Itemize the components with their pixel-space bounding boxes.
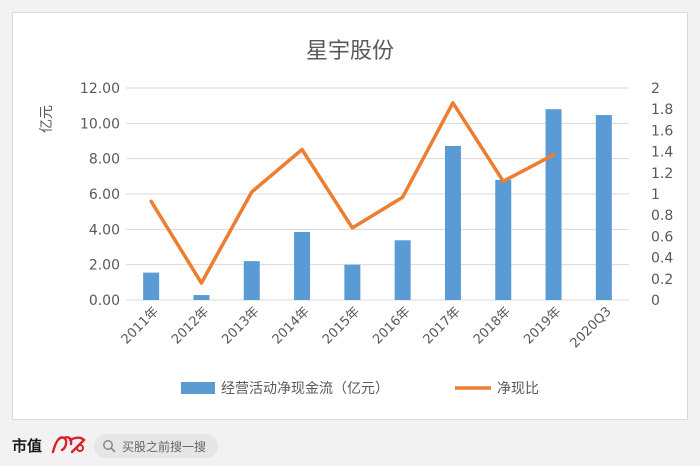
chart: 星宇股份 亿元 0.00 2.00 4.00 6.00 8.00 10.00 12.00 0… (39, 39, 673, 397)
line-point (250, 190, 254, 194)
y-right-tick-label: 1.4 (651, 145, 673, 161)
y-left-tick-label: 12.00 (80, 81, 120, 97)
line-point (451, 101, 455, 105)
chart-frame: 星宇股份 亿元 0.00 2.00 4.00 6.00 8.00 10.00 12.00 0… (12, 12, 688, 420)
y-left-tick-label: 4.00 (89, 222, 120, 238)
y-left-tick-label: 2.00 (89, 258, 120, 274)
legend-swatch-bar (181, 382, 215, 394)
line-point (350, 226, 354, 230)
line-point (149, 199, 153, 203)
series-line (149, 101, 556, 285)
y-right-tick-label: 2 (651, 81, 660, 97)
bar (595, 115, 612, 300)
bar (344, 264, 361, 300)
x-tick-label: 2014年 (270, 304, 313, 347)
legend: 经营活动净现金流（亿元） 净现比 (181, 381, 539, 397)
y-right-tick-label: 0.6 (651, 229, 673, 245)
line-point (401, 195, 405, 199)
bar (394, 240, 411, 300)
x-tick-label: 2012年 (169, 304, 212, 347)
y-left-tick-label: 8.00 (89, 152, 120, 168)
y-right-tick-label: 1.8 (651, 102, 673, 118)
legend-label: 净现比 (497, 381, 539, 397)
y-axis-label-left: 亿元 (39, 105, 55, 133)
y-left-tick-label: 6.00 (89, 187, 120, 203)
line-point (552, 153, 556, 157)
x-tick-label: 2015年 (320, 304, 363, 347)
bar (294, 231, 311, 300)
search-placeholder: 买股之前搜一搜 (122, 439, 207, 454)
line-point (199, 281, 203, 285)
line-series (149, 101, 556, 285)
bar (545, 109, 562, 300)
chart-title: 星宇股份 (306, 39, 394, 64)
y-right-tick-label: 0 (651, 293, 660, 309)
y-axis-left-ticks: 0.00 2.00 4.00 6.00 8.00 10.00 12.00 (80, 81, 120, 309)
search-box[interactable]: 买股之前搜一搜 (94, 434, 219, 458)
brand-name: 市值 (12, 437, 43, 455)
bar (193, 295, 210, 300)
bar (444, 145, 461, 300)
x-tick-label: 2018年 (471, 304, 514, 347)
x-tick-label: 2019年 (521, 304, 564, 347)
footer: 市值 买股之前搜一搜 (0, 426, 700, 466)
y-right-tick-label: 0.8 (651, 208, 673, 224)
x-tick-label: 2013年 (219, 304, 262, 347)
x-tick-label: 2017年 (421, 304, 464, 347)
bar (495, 179, 512, 300)
bar-series (143, 109, 612, 300)
bar (243, 261, 260, 300)
y-left-tick-label: 0.00 (89, 293, 120, 309)
y-right-tick-label: 1 (651, 187, 660, 203)
bar (143, 272, 160, 300)
line-point (501, 179, 505, 183)
x-tick-label: 2016年 (370, 304, 413, 347)
y-right-tick-label: 0.4 (651, 251, 673, 267)
search-icon (103, 440, 116, 453)
x-tick-label: 2011年 (119, 304, 162, 347)
y-left-tick-label: 10.00 (80, 116, 120, 132)
x-axis-ticks: 2011年 2012年 2013年 2014年 2015年 2016年 2017年 2018年… (119, 304, 615, 351)
y-right-tick-label: 1.6 (651, 123, 673, 139)
brand-logo-icon (51, 436, 86, 454)
y-axis-right-ticks: 0 0.2 0.4 0.6 0.8 1 1.2 1.4 1.6 1.8 2 (651, 81, 673, 309)
y-right-tick-label: 1.2 (651, 166, 673, 182)
x-tick-label: 2020Q3 (568, 304, 615, 351)
y-right-tick-label: 0.2 (651, 272, 673, 288)
line-point (300, 147, 304, 151)
legend-label: 经营活动净现金流（亿元） (221, 381, 389, 397)
